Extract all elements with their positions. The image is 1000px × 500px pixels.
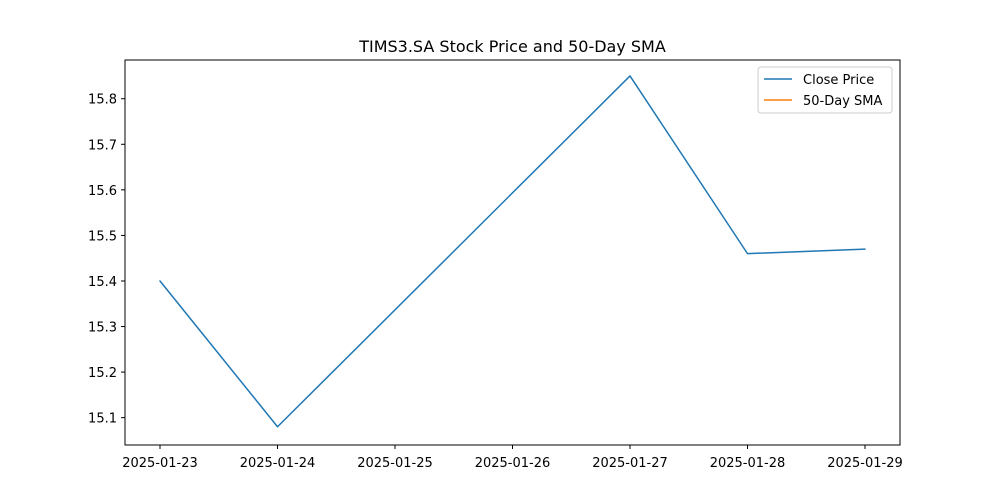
x-tick-label: 2025-01-25 [357,456,433,471]
legend-label-close-price: Close Price [803,73,874,88]
x-axis: 2025-01-23 2025-01-24 2025-01-25 2025-01-26… [122,445,903,471]
x-tick-label: 2025-01-29 [827,456,903,471]
y-tick-label: 15.4 [88,275,117,290]
x-tick-label: 2025-01-27 [592,456,668,471]
y-tick-label: 15.3 [88,321,117,336]
series-line-0 [159,75,866,428]
y-tick-label: 15.8 [88,93,117,108]
y-tick-label: 15.5 [88,229,117,244]
x-tick-label: 2025-01-24 [240,456,316,471]
y-axis: 15.1 15.2 15.3 15.4 15.5 15.6 15.7 15.8 [88,93,125,427]
y-tick-label: 15.6 [88,184,117,199]
y-tick-label: 15.1 [88,412,117,427]
chart-title: TIMS3.SA Stock Price and 50-Day SMA [358,37,666,56]
series-layer [159,75,866,428]
x-tick-label: 2025-01-23 [122,456,198,471]
legend-label-50-day-sma: 50-Day SMA [803,94,883,109]
y-tick-label: 15.7 [88,138,117,153]
x-tick-label: 2025-01-26 [475,456,551,471]
x-tick-label: 2025-01-28 [710,456,786,471]
y-tick-label: 15.2 [88,366,117,381]
legend: Close Price 50-Day SMA [757,66,893,114]
